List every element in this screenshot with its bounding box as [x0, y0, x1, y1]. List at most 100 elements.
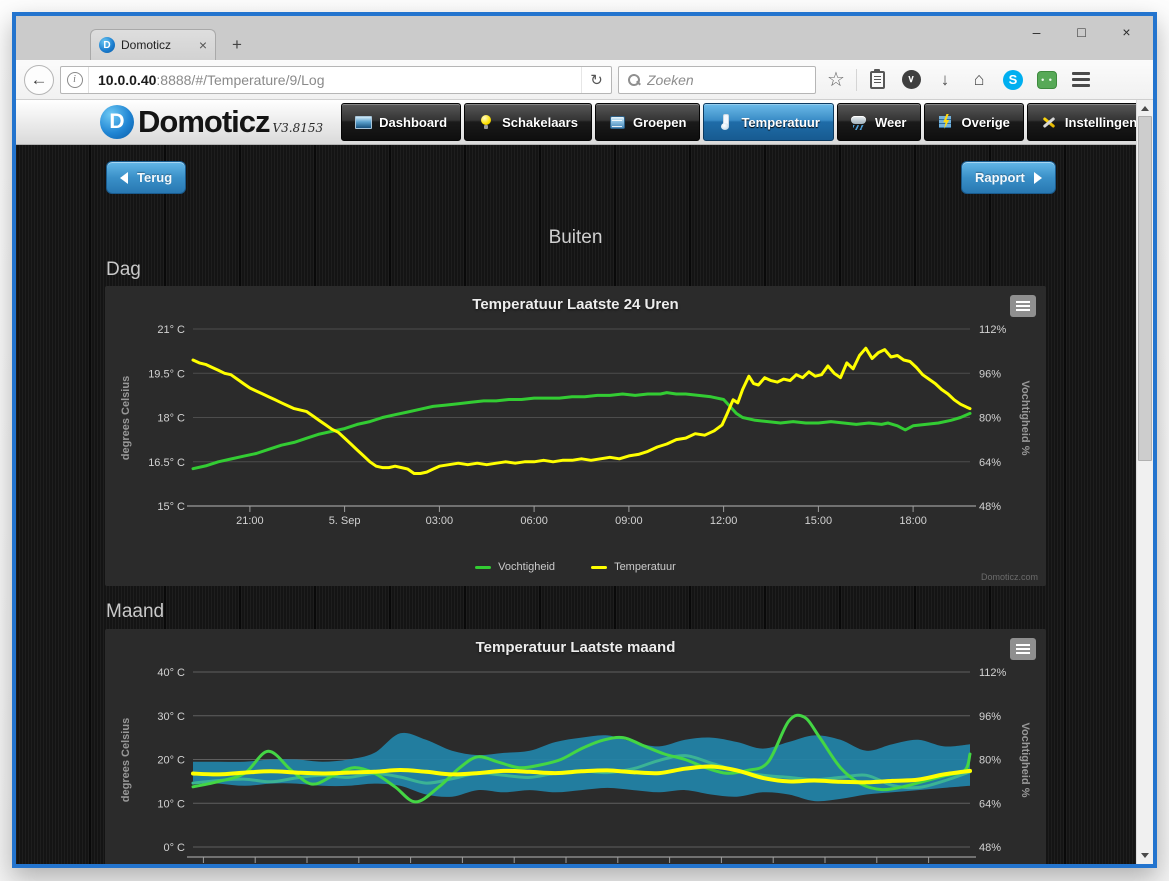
y-axis-right-label: 80%	[979, 755, 1001, 767]
lightbulb-icon	[478, 114, 495, 130]
group-icon	[609, 114, 626, 130]
search-bar[interactable]	[618, 65, 816, 94]
reload-button[interactable]: ↻	[581, 66, 611, 93]
x-axis-label: 12:00	[710, 515, 738, 527]
chart-export-menu-button[interactable]	[1010, 295, 1036, 317]
site-info-button[interactable]: i	[61, 66, 89, 93]
window-controls: – □ ×	[1014, 18, 1149, 46]
nav-label: Weer	[874, 114, 907, 130]
day-chart-title: Temperatuur Laatste 24 Uren	[472, 296, 679, 313]
x-axis-label: 5. Sep	[329, 515, 361, 527]
nav-label: Groepen	[632, 114, 687, 130]
browser-tab[interactable]: D Domoticz ×	[90, 29, 216, 60]
rapport-label: Rapport	[975, 170, 1025, 185]
legend-swatch	[591, 565, 608, 569]
skype-extension-button[interactable]: S	[999, 65, 1027, 95]
chart-export-menu-button[interactable]	[1010, 638, 1036, 660]
rain-cloud-icon	[850, 114, 868, 130]
main-nav: Dashboard Schakelaars Groepen Temperatuur We…	[341, 103, 1136, 141]
browser-content: D Domoticz V3.8153 Dashboard Schakelaars G…	[16, 100, 1153, 864]
scrollbar-thumb[interactable]	[1138, 116, 1152, 461]
legend-item-vochtigheid[interactable]: Vochtigheid	[475, 561, 555, 573]
legend-swatch	[475, 565, 492, 569]
pocket-button[interactable]: ∨	[897, 65, 925, 95]
y-axis-left-label: 15° C	[157, 501, 185, 513]
y-axis-left-label: 16.5° C	[148, 457, 185, 469]
browser-window: D Domoticz × + – □ × ← i 10.0.0.40:8888/…	[12, 12, 1157, 868]
bookmark-star-icon[interactable]: ☆	[827, 69, 845, 91]
arrow-right-icon	[1033, 171, 1042, 184]
reading-list-icon[interactable]	[863, 65, 891, 95]
hamburger-icon	[1072, 72, 1090, 87]
temperature-log-page: Terug Rapport Buiten Dag 15° C 16.5° C 18°…	[16, 145, 1136, 864]
nav-temperatuur[interactable]: Temperatuur	[703, 103, 834, 141]
y-axis-left-label: 21° C	[157, 324, 185, 336]
thermometer-icon	[717, 114, 734, 130]
y-axis-right-label: 112%	[979, 667, 1007, 679]
page-column: D Domoticz V3.8153 Dashboard Schakelaars G…	[16, 100, 1136, 864]
x-axis-label: 21:00	[236, 515, 264, 527]
domoticz-favicon-icon: D	[99, 37, 115, 53]
y-axis-right-label: 96%	[979, 368, 1001, 380]
app-version: V3.8153	[272, 121, 324, 135]
y-axis-right-label: 48%	[979, 842, 1001, 854]
chart-credits[interactable]: Domoticz.com	[980, 572, 1038, 582]
day-chart-panel: 15° C 16.5° C 18° C 19.5° C 21° C 48% 64% 80% 96…	[105, 286, 1046, 586]
nav-dashboard[interactable]: Dashboard	[341, 103, 462, 141]
nav-weer[interactable]: Weer	[836, 103, 921, 141]
y-axis-right-label: 64%	[979, 457, 1001, 469]
rapport-button[interactable]: Rapport	[961, 161, 1056, 194]
nav-instellingen[interactable]: Instellingen	[1026, 103, 1136, 141]
y-axis-right-label: 96%	[979, 711, 1001, 723]
titlebar: D Domoticz × + – □ ×	[16, 16, 1153, 60]
url-host: 10.0.0.40	[98, 71, 157, 88]
nav-schakelaars[interactable]: Schakelaars	[464, 103, 592, 141]
series-temperatuur	[191, 764, 972, 785]
month-chart: 0° C 10° C 20° C 30° C 40° C 48% 64% 80% 96% 112%…	[120, 667, 1031, 863]
app-name: Domoticz	[138, 104, 270, 139]
legend-item-temperatuur[interactable]: Temperatuur	[591, 561, 676, 573]
y-axis-right-label: 48%	[979, 501, 1001, 513]
terug-label: Terug	[137, 170, 173, 185]
search-input[interactable]	[647, 71, 807, 88]
y-axis-right-title: Vochtigheid %	[1019, 381, 1031, 456]
clipboard-icon	[869, 68, 885, 89]
scroll-up-icon[interactable]	[1137, 101, 1153, 116]
skype-icon: S	[1003, 69, 1023, 90]
nav-label: Schakelaars	[502, 114, 578, 130]
minimize-button[interactable]: –	[1032, 24, 1041, 40]
y-axis-left-label: 19.5° C	[148, 368, 185, 380]
back-button[interactable]: ←	[24, 64, 54, 95]
energy-bolt-icon	[938, 114, 955, 130]
monitor-icon	[355, 114, 373, 130]
page-scrollbar[interactable]	[1136, 100, 1153, 864]
close-button[interactable]: ×	[1122, 24, 1131, 40]
legend-label: Vochtigheid	[498, 561, 556, 573]
tab-close-icon[interactable]: ×	[198, 37, 207, 53]
domoticz-logo[interactable]: D Domoticz V3.8153	[100, 105, 323, 139]
extension-icon: • •	[1037, 70, 1057, 89]
downloads-button[interactable]: ↓	[940, 69, 950, 89]
series-vochtigheid	[191, 391, 972, 471]
nav-overige[interactable]: Overige	[923, 103, 1024, 141]
home-button[interactable]: ⌂	[973, 69, 985, 89]
url-text: 10.0.0.40:8888/#/Temperature/9/Log	[89, 72, 325, 88]
terug-button[interactable]: Terug	[106, 161, 187, 194]
x-axis-label: 03:00	[426, 515, 454, 527]
reload-icon: ↻	[590, 71, 603, 89]
x-axis-label: 09:00	[615, 515, 643, 527]
domoticz-logo-icon: D	[100, 105, 134, 139]
extension-button[interactable]: • •	[1033, 65, 1061, 95]
y-axis-right-label: 64%	[979, 798, 1001, 810]
y-axis-right-title: Vochtigheid %	[1019, 723, 1031, 798]
new-tab-button[interactable]: +	[232, 35, 242, 54]
maximize-button[interactable]: □	[1077, 24, 1086, 40]
url-bar[interactable]: i 10.0.0.40:8888/#/Temperature/9/Log ↻	[60, 65, 612, 94]
y-axis-left-label: 40° C	[157, 667, 185, 679]
menu-button[interactable]	[1067, 65, 1095, 95]
nav-label: Dashboard	[379, 114, 448, 130]
nav-groepen[interactable]: Groepen	[594, 103, 701, 141]
y-axis-left-label: 10° C	[157, 798, 185, 810]
scroll-down-icon[interactable]	[1137, 848, 1153, 863]
